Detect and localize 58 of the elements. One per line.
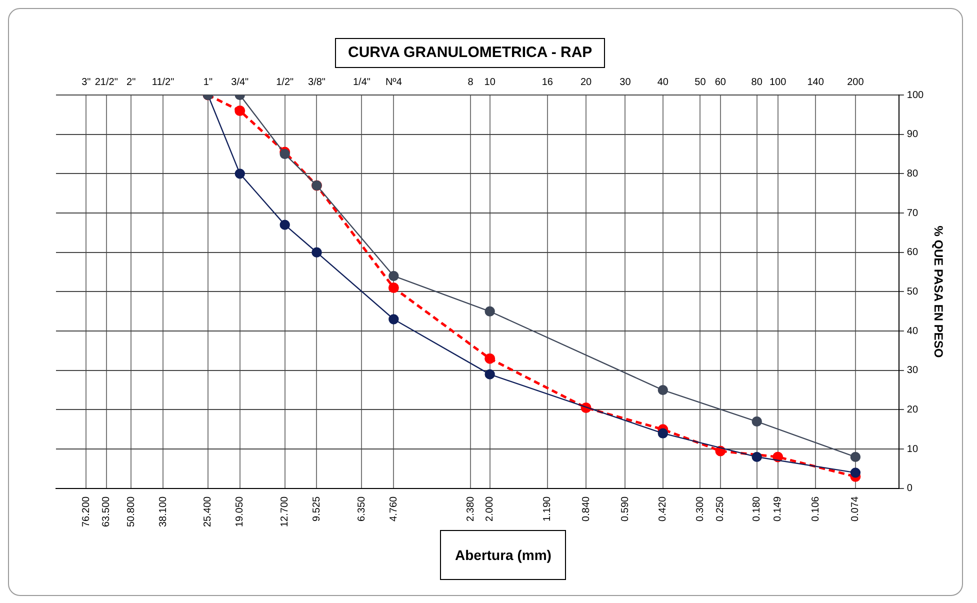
y-tick-label: 90 <box>906 129 918 140</box>
y-tick-label: 30 <box>906 365 918 376</box>
text: 2" <box>126 76 136 88</box>
text: 11/2" <box>152 76 175 88</box>
x-tick-label: 2.000 <box>484 496 496 522</box>
text: 30 <box>620 76 632 88</box>
text: 200 <box>847 76 864 88</box>
x-tick-label: 0.149 <box>772 496 784 522</box>
text: 140 <box>807 76 824 88</box>
x-tick-label: 12.700 <box>280 496 291 528</box>
x-tick-label: 4.760 <box>388 496 400 522</box>
x-tick-label: 0.840 <box>580 496 592 522</box>
text: 80 <box>751 76 763 88</box>
text: Nº4 <box>385 76 402 88</box>
text: 3" <box>82 76 92 88</box>
y-tick-label: 0 <box>906 483 913 494</box>
text: 3/4" <box>231 76 250 88</box>
x-tick-label: 0.106 <box>810 496 822 522</box>
text: 21/2" <box>94 76 118 88</box>
text: 1" <box>203 76 213 88</box>
y-tick-label: 70 <box>906 208 918 219</box>
x-tick-label: 0.300 <box>694 496 706 522</box>
x-tick-label: 76.200 <box>80 496 92 528</box>
text: 1/2" <box>276 76 294 88</box>
text: 60 <box>714 76 726 88</box>
y-tick-label: 100 <box>906 90 924 101</box>
x-tick-label: 38.100 <box>158 496 169 528</box>
x-axis-title: Abertura (mm) <box>440 530 566 580</box>
x-tick-label: 25.400 <box>202 496 214 528</box>
y-tick-label: 60 <box>906 247 918 258</box>
text: 40 <box>657 76 669 88</box>
x-tick-label: 9.525 <box>311 496 322 522</box>
x-tick-label: 0.590 <box>620 496 631 522</box>
text: 10 <box>484 76 496 88</box>
y-tick-label: 10 <box>906 444 918 455</box>
x-tick-label: 63.500 <box>101 496 112 528</box>
x-tick-label: 0.250 <box>715 496 726 522</box>
x-tick-label: 1.190 <box>542 496 554 522</box>
x-tick-label: 6.350 <box>356 496 368 522</box>
x-tick-label: 0.074 <box>850 496 862 522</box>
text: 20 <box>580 76 592 88</box>
x-tick-label: 0.420 <box>658 496 669 522</box>
text: 16 <box>542 76 554 88</box>
text: 50 <box>694 76 706 88</box>
chart-title: CURVA GRANULOMETRICA - RAP <box>335 38 606 68</box>
text: 1/4" <box>352 76 371 88</box>
text: 100 <box>769 76 787 88</box>
y-tick-label: 40 <box>906 326 918 337</box>
x-tick-label: 19.050 <box>234 496 246 528</box>
text: 3/8" <box>308 76 326 88</box>
y-tick-label: 80 <box>906 168 918 180</box>
x-tick-label: 50.800 <box>126 496 137 528</box>
y-tick-label: 20 <box>906 404 918 416</box>
x-tick-label: 2.380 <box>465 496 476 522</box>
y-tick-label: 50 <box>906 286 918 298</box>
y-axis-title: % QUE PASA EN PESO <box>931 226 946 358</box>
x-tick-label: 0.180 <box>752 496 763 522</box>
text: 8 <box>468 76 474 88</box>
